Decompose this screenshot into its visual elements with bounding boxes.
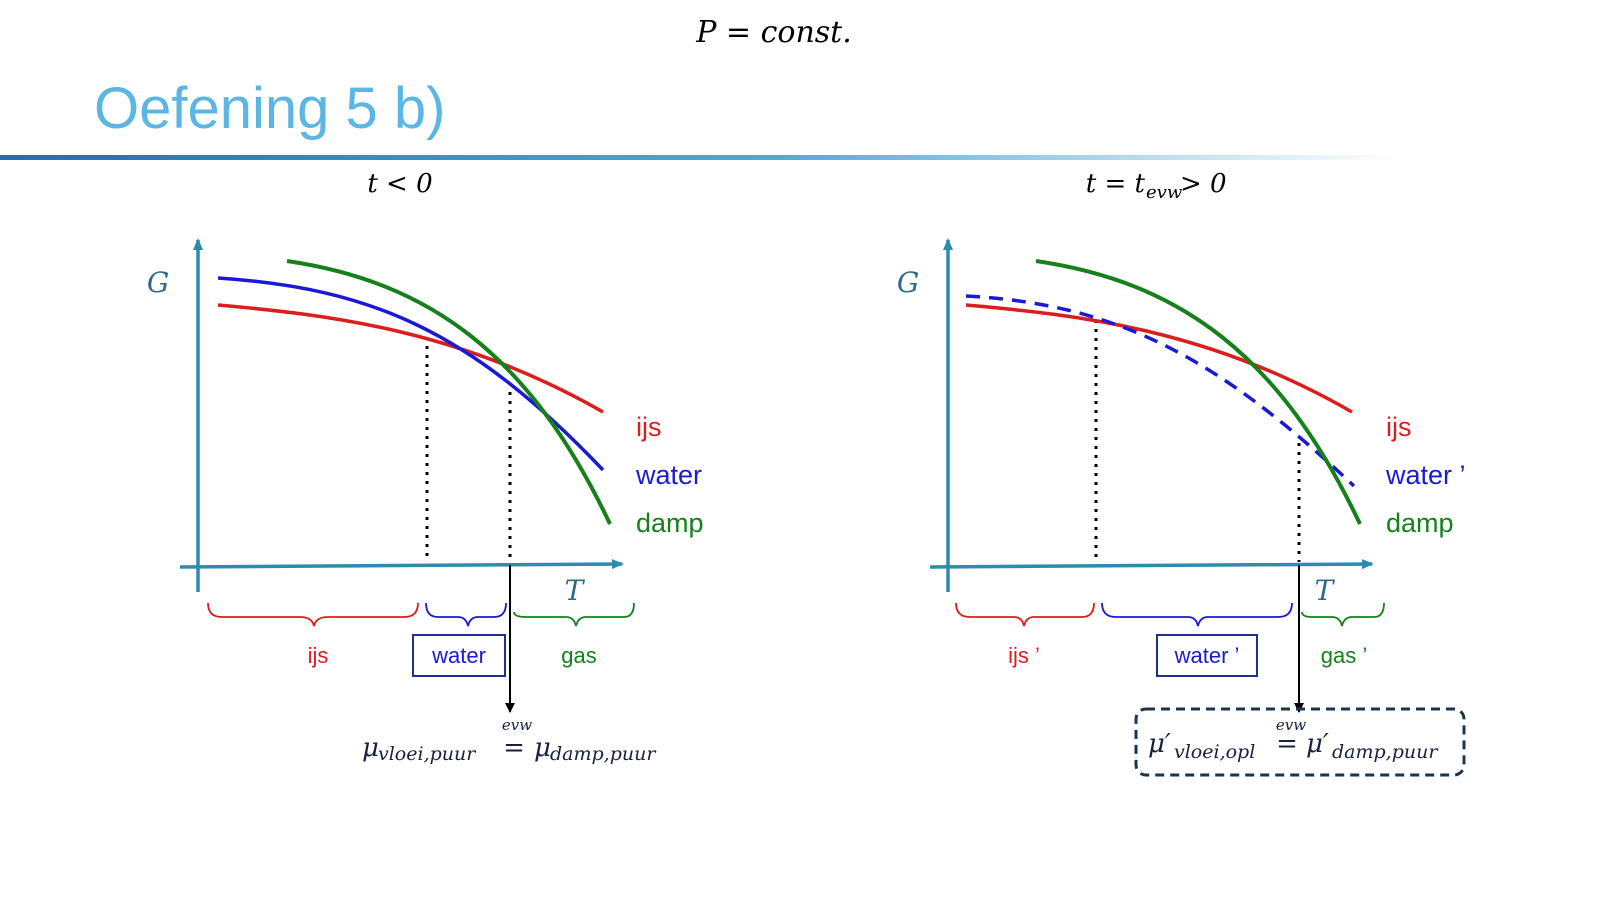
- left-eq-lhs: μ: [362, 733, 379, 763]
- left-brace-gas: [513, 602, 635, 627]
- slide-title: Oefening 5 b): [94, 76, 445, 141]
- right-brace-ijs: [955, 602, 1095, 627]
- left-brace-ijs: [207, 602, 419, 627]
- right-x-axis-label: T: [1315, 574, 1336, 607]
- left-region-water-box: [412, 634, 506, 677]
- left-x-axis-label: T: [565, 574, 586, 607]
- right-x-axis: [929, 559, 1374, 570]
- right-region-ijs: ijs ’: [1008, 643, 1040, 668]
- left-damp-curve: [286, 259, 612, 525]
- right-panel: t = t evw > 0 G T ijs water ’ damp ijs ’…: [897, 169, 1466, 777]
- right-eq-rhs: μ′: [1306, 729, 1329, 759]
- pressure-condition: P = const.: [695, 15, 852, 50]
- right-eq-lhs-sub: vloei,opl: [1174, 741, 1255, 763]
- left-equation: μ vloei,puur = evw μ damp,puur: [362, 716, 657, 765]
- right-equation-box: [1134, 707, 1466, 777]
- left-water-curve: [217, 276, 605, 472]
- right-eq-op-sup: evw: [1276, 716, 1306, 734]
- right-water-dashed-curve: [965, 294, 1356, 488]
- right-panel-heading: t = t: [1086, 169, 1146, 199]
- right-panel-heading-tail: > 0: [1180, 169, 1227, 199]
- left-eq-rhs-sub: damp,puur: [550, 743, 657, 765]
- left-region-gas: gas: [561, 643, 596, 668]
- right-legend-damp: damp: [1386, 508, 1454, 538]
- left-legend-water: water: [635, 460, 702, 490]
- left-y-axis-label: G: [147, 266, 169, 299]
- right-eq-rhs-sub: damp,puur: [1332, 741, 1439, 763]
- left-eq-lhs-sub: vloei,puur: [378, 743, 477, 765]
- left-legend-ijs: ijs: [636, 412, 662, 442]
- left-brace-water: [425, 602, 507, 627]
- right-damp-curve: [1035, 259, 1362, 525]
- right-equation: μ′ vloei,opl = evw μ′ damp,puur: [1148, 716, 1439, 763]
- right-ijs-curve: [965, 303, 1353, 414]
- left-panel-heading: t < 0: [367, 169, 432, 199]
- right-legend-ijs: ijs: [1386, 412, 1412, 442]
- left-legend-damp: damp: [636, 508, 704, 538]
- right-region-water: water ’: [1174, 643, 1240, 668]
- right-eq-op: =: [1276, 729, 1298, 759]
- right-region-gas: gas ’: [1321, 643, 1367, 668]
- left-eq-op: =: [503, 733, 525, 763]
- right-region-water-box: [1156, 634, 1258, 677]
- right-eq-lhs: μ′: [1148, 729, 1171, 759]
- left-region-ijs: ijs: [308, 643, 329, 668]
- left-ijs-curve: [217, 303, 604, 414]
- right-y-axis-label: G: [897, 266, 919, 299]
- left-region-water: water: [431, 643, 486, 668]
- left-eq-op-sup: evw: [502, 716, 532, 734]
- right-panel-heading-sub: evw: [1146, 182, 1183, 203]
- left-eq-rhs: μ: [534, 733, 551, 763]
- right-brace-gas: [1301, 602, 1385, 627]
- left-x-axis: [179, 559, 624, 570]
- title-rule: [0, 155, 1400, 160]
- left-panel: t < 0 G T ijs water damp ijs water gas μ…: [147, 169, 704, 765]
- right-brace-water: [1101, 602, 1293, 627]
- right-legend-water: water ’: [1385, 460, 1466, 490]
